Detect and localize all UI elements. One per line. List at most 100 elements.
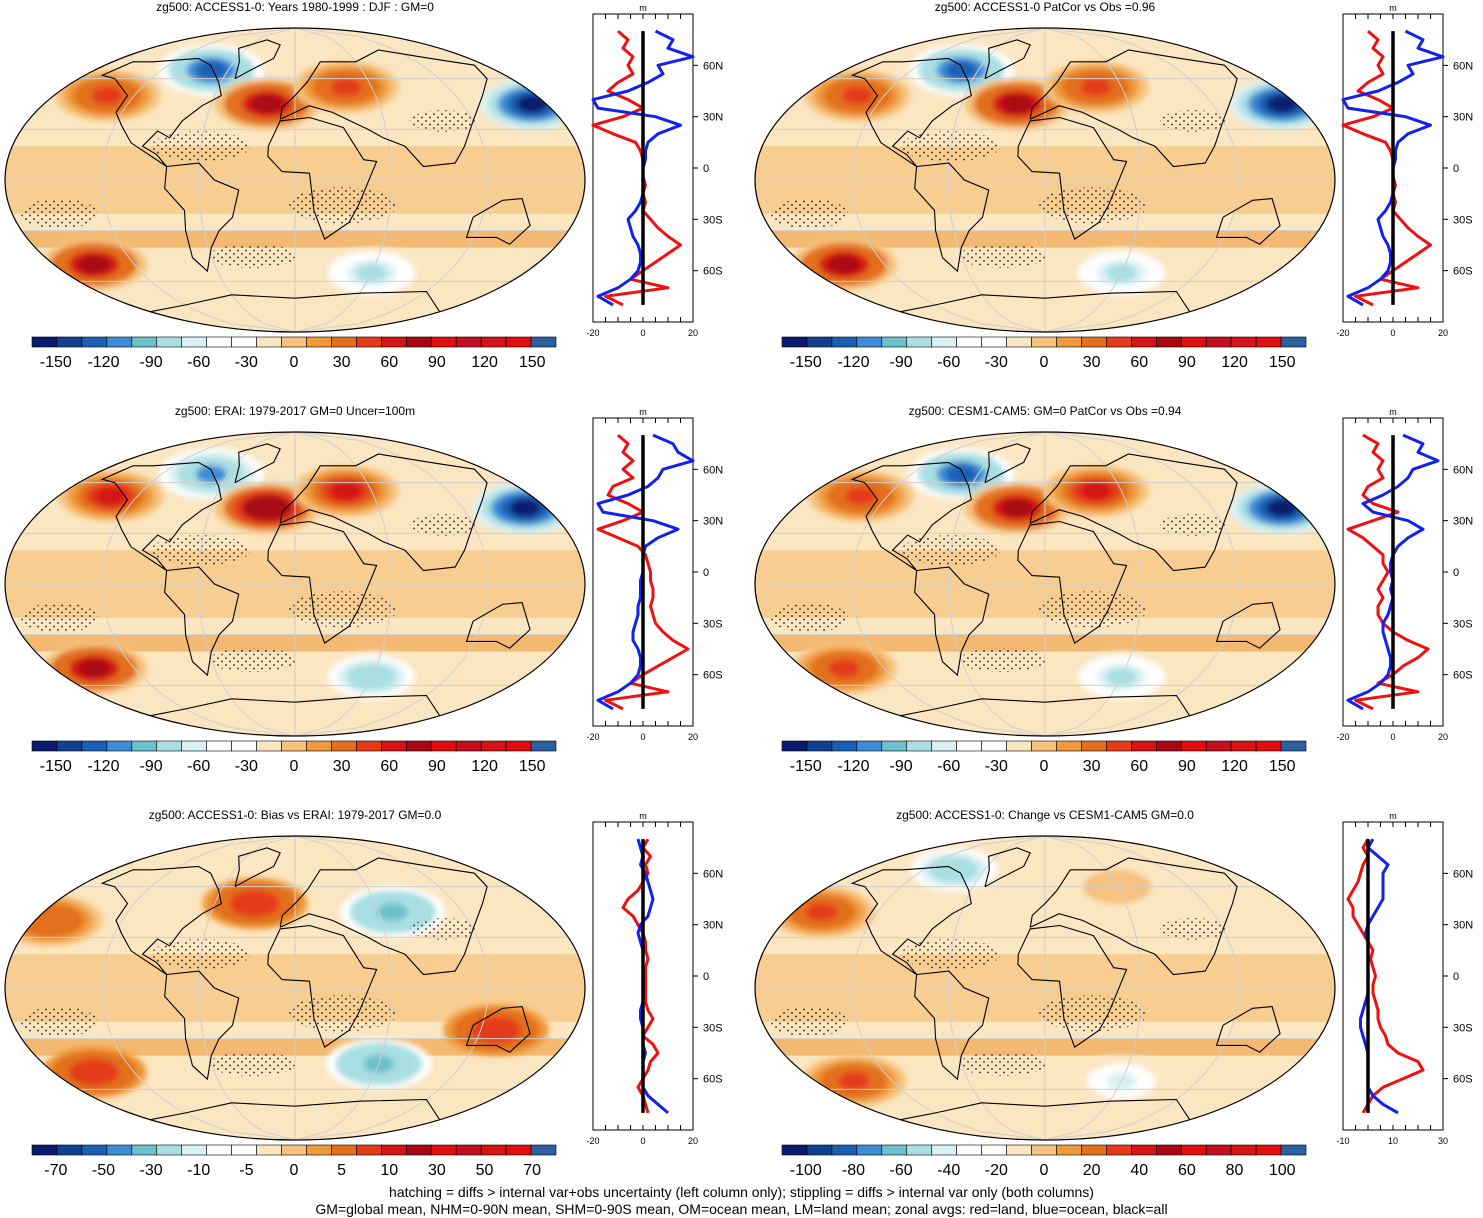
colorbar-swatch [1031,1144,1057,1156]
colorbar-swatch [1081,740,1107,752]
coastline-africa [1017,924,1128,1048]
lat-tick-label: 0 [703,567,709,579]
profile-unit: m [1389,811,1397,821]
colorbar-swatch [331,740,357,752]
colorbar-label: 30 [333,354,351,371]
stippling-region [209,648,298,672]
colorbar-swatch [931,336,957,348]
x-tick-label: 20 [1438,328,1448,338]
panel-title: zg500: ACCESS1-0 PatCor vs Obs =0.96 [934,0,1156,14]
lat-tick-label: 30S [1453,618,1473,630]
colorbar-swatch [131,336,158,348]
map-border [4,835,586,1141]
coastline-australia [465,198,531,245]
stippling-region [410,514,477,536]
colorbar-label: -100 [790,1162,822,1179]
colorbar-swatch [356,336,382,348]
lat-tick-label: 60N [703,868,723,880]
graticule-lon [1044,836,1239,1140]
coastline-greenland [234,443,281,484]
colorbar-swatch [1131,740,1157,752]
graticule-lon [947,28,1046,332]
panel-a: zg500: ACCESS1-0: Years 1980-1999 : DJF … [0,0,741,400]
colorbar-label: 150 [1269,354,1296,371]
lat-tick-label: 0 [1453,567,1459,579]
stippling-region [410,110,477,132]
stippling-region [770,1006,848,1037]
anomaly-greenland-ne-canada-low [195,61,227,80]
lat-tick-label: 60S [1453,1074,1473,1086]
colorbar-label: 30 [428,1162,446,1179]
colorbar-label: -120 [837,758,869,775]
lat-tick-label: 60N [1453,464,1473,476]
graticule-lon [197,836,296,1140]
colorbar-swatch [206,740,232,752]
panel-title: zg500: CESM1-CAM5: GM=0 PatCor vs Obs =0… [908,404,1182,418]
graticule-lon [294,836,393,1140]
colorbar-swatch [906,1144,933,1156]
colorbar-swatch [405,336,432,348]
profile-unit: m [639,811,647,821]
lat-tick-label: 30S [703,618,723,630]
x-tick-label: -20 [586,328,599,338]
colorbar-label: -150 [40,354,72,371]
colorbar-swatch [1255,1144,1282,1156]
colorbar-label: 150 [519,758,546,775]
anomaly-eurasia-ridge [330,78,362,97]
colorbar-swatch [1056,740,1082,752]
lat-tick-label: 30N [1453,112,1473,124]
anomaly-s-pacific-high [828,659,860,678]
colorbar-swatch [256,1144,282,1156]
ocean-mean-line [1359,838,1399,1115]
coastline-eurasia [279,453,488,572]
lat-tick-label: 60S [703,1074,723,1086]
graticule-lon [197,28,296,332]
colorbar-swatch [505,740,532,752]
colorbar-swatch [480,740,507,752]
colorbar-swatch [1280,336,1307,348]
colorbar-swatch [831,336,858,348]
colorbar-swatch [1280,740,1307,752]
colorbar-swatch [781,336,808,348]
graticule-lon [947,432,1046,736]
profile-unit: m [639,407,647,417]
coastline-antarctica [900,1098,1191,1121]
colorbar-swatch [381,336,407,348]
colorbar-swatch [1106,1144,1132,1156]
anomaly-n-atlantic-ridge [251,95,283,113]
coastline-greenland [234,847,281,888]
coastline-australia [1215,1006,1281,1053]
lat-tick-label: 60S [703,266,723,278]
map-border [754,835,1336,1141]
graticule-lon [294,28,489,332]
x-tick-label: 0 [1390,328,1395,338]
colorbar-swatch [405,1144,432,1156]
colorbar-label: 60 [380,354,398,371]
colorbar-label: 120 [471,758,498,775]
coastline-antarctica [900,290,1191,313]
panel-title: zg500: ACCESS1-0: Bias vs ERAI: 1979-201… [148,808,442,822]
colorbar-swatch [356,1144,382,1156]
anomaly-greenland-ne-canada-low [945,465,977,484]
lat-tick-label: 0 [1453,163,1459,175]
lat-tick-label: 60S [703,670,723,682]
graticule-lon [197,432,296,736]
coastline-africa [1017,520,1128,644]
colorbar-swatch [31,1144,58,1156]
x-tick-label: 20 [688,328,698,338]
colorbar-label: -120 [837,354,869,371]
colorbar-swatch [106,1144,133,1156]
colorbar-swatch [81,1144,108,1156]
colorbar-swatch [1255,336,1282,348]
anomaly-n-atlantic-positive [239,894,271,913]
x-tick-label: 10 [1388,1136,1398,1146]
colorbar-swatch [931,1144,957,1156]
lat-tick-label: 60N [1453,60,1473,72]
x-tick-label: 0 [1390,732,1395,742]
colorbar-swatch [31,740,58,752]
anomaly-ne-pacific-ridge [845,487,877,506]
colorbar-swatch [1230,740,1257,752]
colorbar-label: -30 [985,758,1008,775]
colorbar-swatch [81,336,108,348]
lat-tick-label: 30N [703,112,723,124]
